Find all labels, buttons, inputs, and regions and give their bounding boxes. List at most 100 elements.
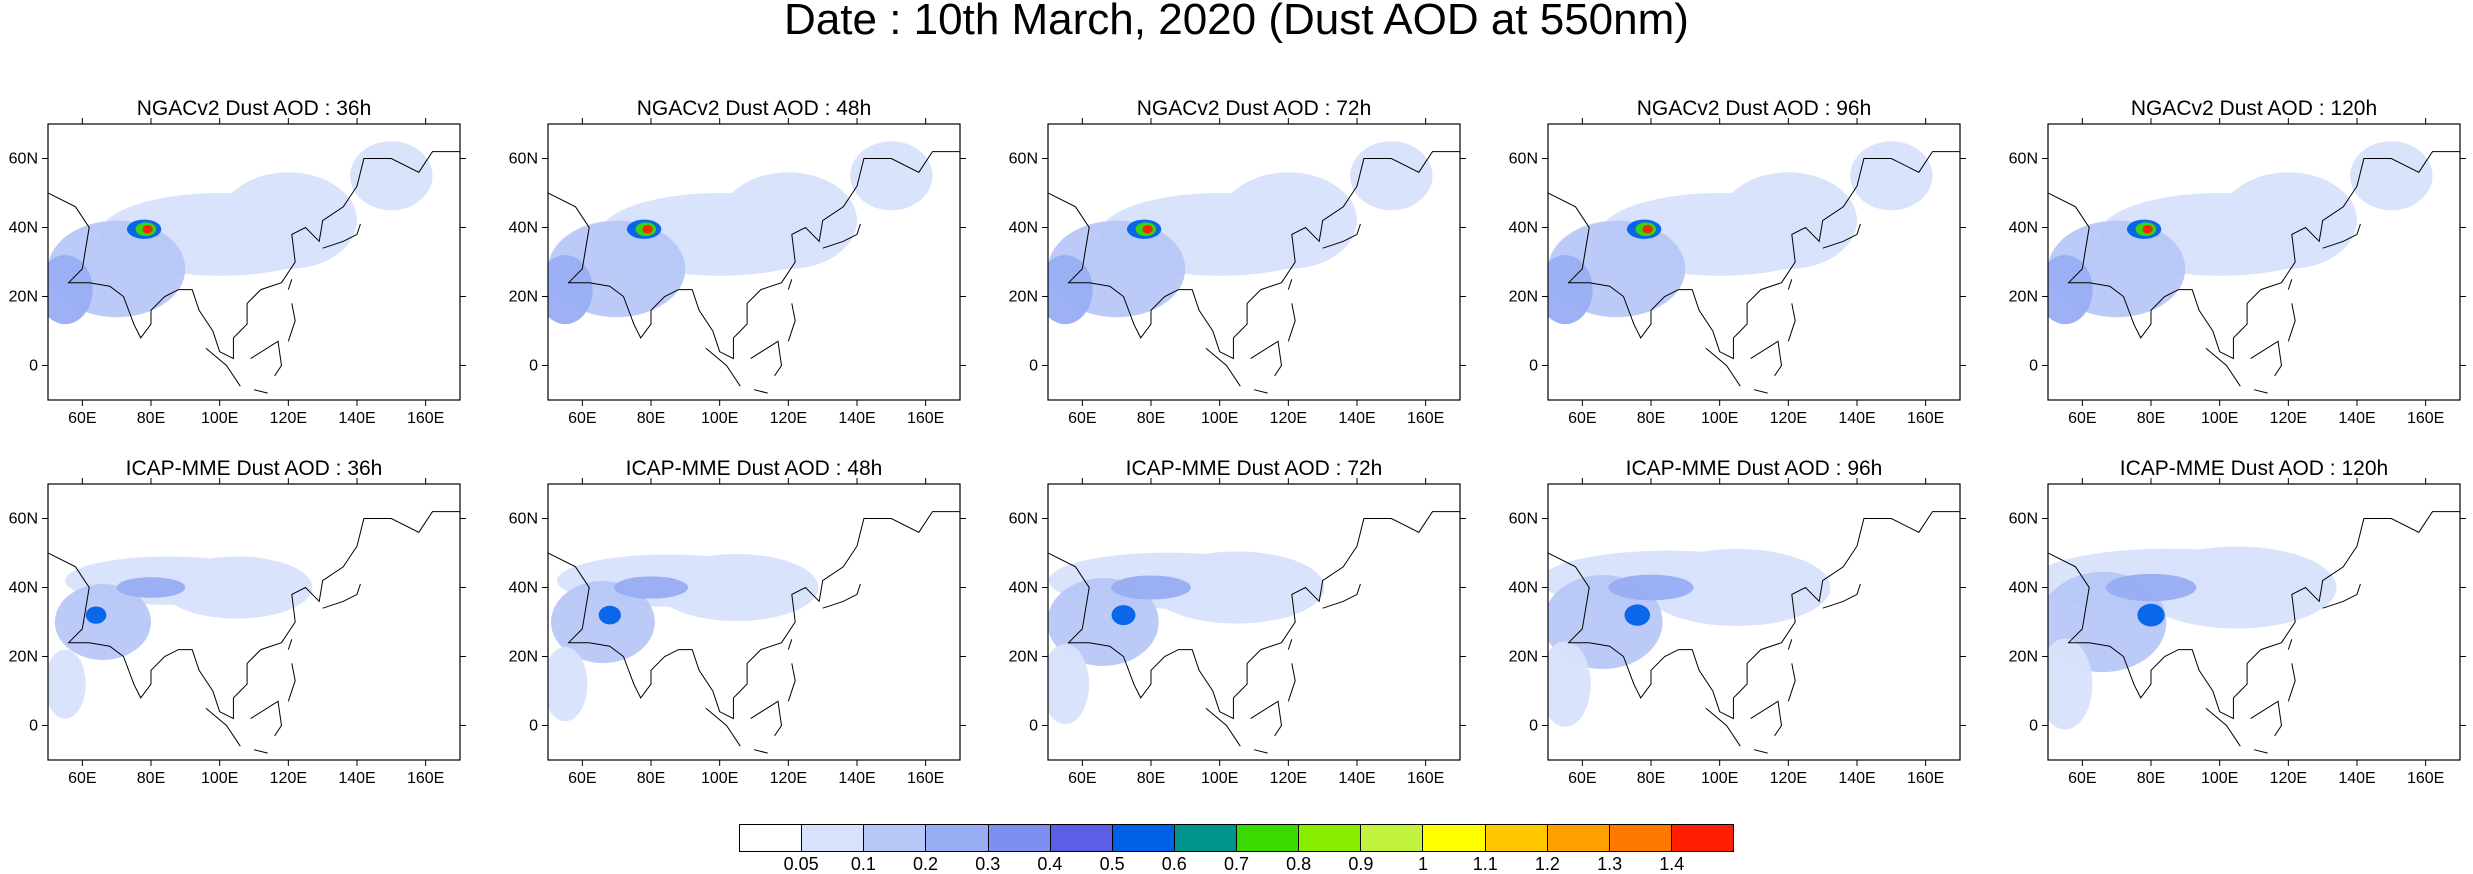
map-canvas: 60E 80E 100E 120E 140E 160E 60N 40N 20N 0 (1509, 478, 1966, 787)
aod-blob (1719, 172, 1857, 269)
colorbar-box (863, 824, 926, 852)
aod-blob (1111, 605, 1136, 626)
island-outline (1322, 223, 1361, 249)
lat-tick-label: 40N (2009, 220, 2038, 237)
aod-blob (116, 577, 186, 598)
lat-tick-label: 0 (29, 718, 38, 735)
lat-tick-label: 0 (1029, 358, 1038, 375)
island-outline (205, 347, 241, 387)
aod-blob (1350, 141, 1433, 211)
colorbar-label: 1.2 (1534, 854, 1560, 874)
island-outline (1287, 639, 1293, 650)
colorbar: 0.05 0.1 0.2 0.3 0.4 0.5 0.6 0.7 0.8 0.9 1 1.1 1.2 1.… (739, 824, 1734, 874)
coastline (1048, 151, 1460, 360)
island-outline (1322, 583, 1361, 609)
map-frame (1547, 123, 1961, 401)
lat-tick-label: 0 (1029, 718, 1038, 735)
lat-tick-label: 40N (9, 580, 38, 597)
island-outline (322, 583, 361, 609)
island-outline (787, 303, 796, 342)
colorbar-boxes (739, 824, 1734, 852)
lon-tick-label: 60E (568, 770, 596, 787)
island-outline (1822, 223, 1861, 249)
lon-tick-label: 160E (1407, 770, 1444, 787)
lon-tick-label: 120E (1770, 410, 1807, 427)
lat-tick-label: 20N (9, 649, 38, 666)
lon-tick-label: 60E (568, 410, 596, 427)
island-outline (1705, 707, 1741, 747)
map-canvas: 60E 80E 100E 120E 140E 160E 60N 40N 20N 0 (1009, 118, 1466, 427)
island-outline (250, 700, 283, 737)
island-outline (822, 583, 861, 609)
map-panel: NGACv2 Dust AOD : 96h 60E 80E 100E 120E 140E 1… (1500, 96, 2000, 427)
lon-tick-label: 80E (637, 770, 665, 787)
lat-tick-label: 0 (1529, 358, 1538, 375)
coastline (48, 511, 460, 720)
colorbar-label: 1.1 (1472, 854, 1498, 874)
island-outline (753, 389, 768, 394)
colorbar-box (1111, 824, 1174, 852)
lon-tick-label: 160E (1907, 410, 1944, 427)
lat-tick-label: 60N (509, 511, 538, 528)
island-outline (2253, 389, 2268, 394)
map-panel: ICAP-MME Dust AOD : 36h 60E 80E 100E 120E 140… (0, 456, 500, 787)
island-outline (287, 663, 296, 702)
lat-tick-label: 20N (509, 289, 538, 306)
island-outline (1250, 340, 1283, 377)
lon-tick-label: 80E (2137, 770, 2165, 787)
lat-tick-label: 40N (9, 220, 38, 237)
coastline (1548, 511, 1960, 720)
lon-tick-label: 140E (838, 410, 875, 427)
island-outline (787, 279, 793, 290)
island-outline (253, 389, 268, 394)
lat-tick-label: 0 (2029, 718, 2038, 735)
island-outline (253, 749, 268, 754)
island-outline (287, 639, 293, 650)
colorbar-label: 0.2 (913, 854, 939, 874)
lon-tick-label: 100E (201, 410, 238, 427)
lon-tick-label: 100E (1201, 770, 1238, 787)
island-outline (2287, 279, 2293, 290)
island-outline (2253, 749, 2268, 754)
lat-tick-label: 0 (529, 358, 538, 375)
island-outline (1287, 279, 1293, 290)
aod-blob (1048, 644, 1090, 725)
coastline (48, 151, 460, 360)
lon-tick-label: 100E (1701, 410, 1738, 427)
aod-blob (2350, 141, 2433, 211)
lat-tick-label: 0 (1529, 718, 1538, 735)
lat-tick-label: 60N (9, 151, 38, 168)
map-panel: ICAP-MME Dust AOD : 48h 60E 80E 100E 120E 140… (500, 456, 1000, 787)
map-panel: ICAP-MME Dust AOD : 96h 60E 80E 100E 120E 140… (1500, 456, 2000, 787)
island-outline (1253, 749, 1268, 754)
coastline (1548, 151, 1960, 360)
aod-blob (1048, 577, 1159, 667)
lon-tick-label: 160E (2407, 770, 2444, 787)
lon-tick-label: 160E (907, 410, 944, 427)
map-frame (1547, 483, 1961, 761)
lat-tick-label: 60N (2009, 151, 2038, 168)
island-outline (753, 749, 768, 754)
colorbar-label: 0.9 (1348, 854, 1374, 874)
lon-tick-label: 120E (1770, 770, 1807, 787)
map-frame (47, 123, 461, 401)
figure-title: Date : 10th March, 2020 (Dust AOD at 550… (784, 0, 1689, 44)
panel-title: NGACv2 Dust AOD : 36h (136, 97, 372, 120)
lat-tick-label: 60N (1509, 151, 1538, 168)
island-outline (1287, 303, 1296, 342)
map-canvas: 60E 80E 100E 120E 140E 160E 60N 40N 20N 0 (2009, 478, 2466, 787)
map-frame (1047, 123, 1461, 401)
aod-blob (54, 584, 151, 660)
island-outline (787, 639, 793, 650)
lon-tick-label: 60E (2068, 770, 2096, 787)
coastline (2048, 511, 2460, 720)
lon-tick-label: 140E (338, 770, 375, 787)
lon-tick-label: 100E (701, 410, 738, 427)
map-canvas: 60E 80E 100E 120E 140E 160E 60N 40N 20N 0 (509, 478, 966, 787)
lon-tick-label: 80E (137, 410, 165, 427)
panel-title: ICAP-MME Dust AOD : 120h (2119, 457, 2389, 480)
lon-tick-label: 80E (1637, 770, 1665, 787)
aod-blob (2048, 255, 2093, 325)
lon-tick-label: 80E (1137, 770, 1165, 787)
